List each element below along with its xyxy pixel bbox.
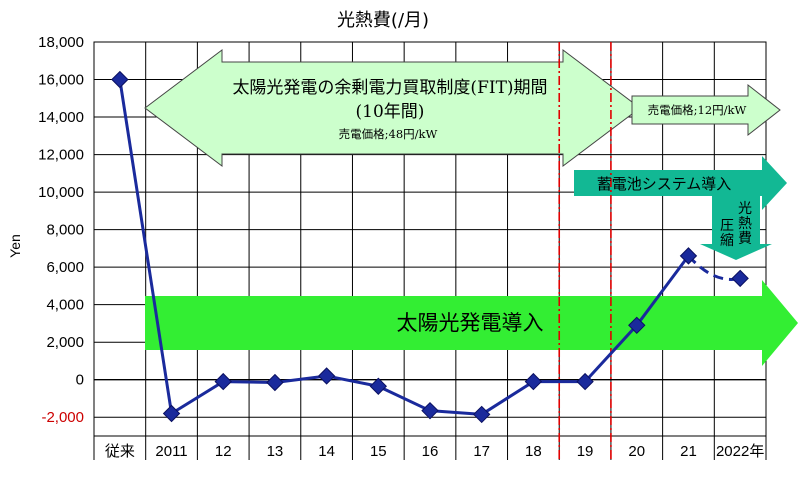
data-point-21 — [679, 247, 698, 265]
series-layer — [111, 70, 749, 424]
x-tick-label: 14 — [318, 443, 335, 460]
data-point-17 — [472, 405, 491, 424]
x-tick-label: 13 — [267, 443, 284, 460]
data-point-20 — [628, 316, 646, 335]
x-tick-label: 16 — [422, 443, 439, 460]
annotations: 太陽光発電の余剰電力買取制度(FIT)期間 (10年間) 売電価格;48円/kW 売電… — [232, 78, 752, 335]
x-tick-label: 従来 — [105, 443, 135, 460]
chart-title: 光熱費(/月) — [337, 10, 429, 31]
x-tick-label: 21 — [680, 443, 697, 460]
annotation-bands — [144, 48, 798, 366]
data-point-13 — [266, 373, 284, 392]
y-tick-label: 0 — [76, 372, 84, 389]
solar-intro-arrow — [145, 280, 798, 366]
data-point-14 — [317, 367, 336, 385]
y-tick-label: 14,000 — [38, 109, 84, 126]
y-tick-label: 12,000 — [38, 147, 84, 164]
data-point-16 — [421, 401, 439, 420]
battery-intro-label: 蓄電池システム導入 — [597, 175, 732, 193]
x-tick-label: 12 — [215, 443, 232, 460]
data-point-12 — [214, 372, 232, 391]
data-point-2011 — [162, 404, 181, 423]
cost-compression-char: 費 — [738, 231, 752, 247]
x-ticks: 従来 2011 12 13 14 15 16 17 18 19 20 21 2022年 — [105, 443, 765, 460]
cost-compression-char: 光 — [738, 201, 752, 217]
x-tick-label: 20 — [628, 443, 645, 460]
fit-price-label: 売電価格;48円/kW — [339, 127, 438, 141]
x-tick-label: 19 — [577, 443, 594, 460]
y-tick-label: 16,000 — [38, 72, 84, 89]
x-tick-label: 2022年 — [716, 443, 764, 460]
y-tick-label: 10,000 — [38, 184, 84, 201]
data-point-18 — [524, 372, 543, 391]
cost-compression-char: 圧 — [720, 218, 734, 234]
y-tick-label: 18,000 — [38, 34, 84, 51]
y-tick-label: 2,000 — [46, 334, 84, 351]
data-point-19 — [576, 372, 594, 391]
data-point-2022年 — [731, 269, 749, 288]
battery-arrow — [574, 156, 787, 210]
y-tick-label: -2,000 — [41, 409, 84, 426]
fit-period-years: (10年間) — [356, 102, 425, 122]
y-tick-label: 6,000 — [46, 259, 84, 276]
y-axis-label: Yen — [7, 234, 23, 258]
cost-compression-char: 熱 — [738, 216, 752, 232]
post-fit-price-arrow — [631, 83, 781, 137]
y-ticks: 18,000 16,000 14,000 12,000 10,000 8,000 6,000… — [38, 34, 84, 426]
cost-compression-char: 縮 — [720, 233, 734, 249]
x-tick-label: 15 — [370, 443, 387, 460]
cost-compression-arrow — [700, 196, 772, 260]
post-fit-price-label: 売電価格;12円/kW — [648, 103, 747, 117]
y-tick-label: 4,000 — [46, 297, 84, 314]
data-point-15 — [369, 377, 388, 395]
x-tick-label: 2011 — [155, 443, 187, 460]
y-tick-label: 8,000 — [46, 222, 84, 239]
series-line — [118, 79, 690, 416]
vertical-markers — [558, 42, 612, 460]
fit-period-label: 太陽光発電の余剰電力買取制度(FIT)期間 — [232, 78, 547, 98]
data-point-従来 — [111, 70, 129, 89]
solar-intro-label: 太陽光発電導入 — [397, 311, 544, 335]
x-tick-label: 18 — [525, 443, 542, 460]
x-tick-label: 17 — [473, 443, 490, 460]
